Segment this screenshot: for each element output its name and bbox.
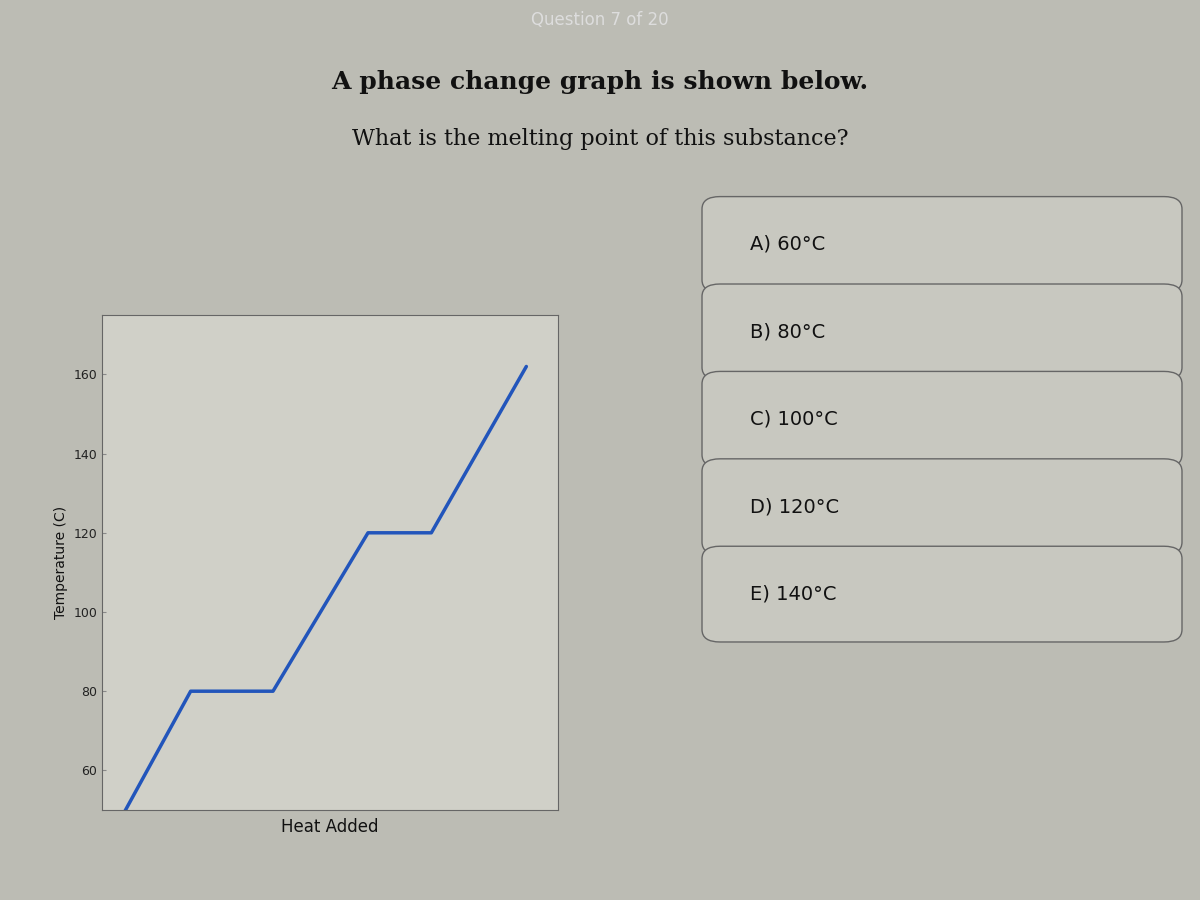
Text: D) 120°C: D) 120°C [750,497,839,517]
Text: E) 140°C: E) 140°C [750,585,836,604]
Text: B) 80°C: B) 80°C [750,322,826,341]
FancyBboxPatch shape [702,459,1182,554]
Text: A phase change graph is shown below.: A phase change graph is shown below. [331,69,869,94]
Text: What is the melting point of this substance?: What is the melting point of this substa… [352,128,848,150]
Text: C) 100°C: C) 100°C [750,410,838,428]
FancyBboxPatch shape [702,546,1182,642]
X-axis label: Heat Added: Heat Added [281,818,379,836]
Y-axis label: Temperature (C): Temperature (C) [54,506,67,619]
FancyBboxPatch shape [702,196,1182,292]
Text: Question 7 of 20: Question 7 of 20 [532,11,668,29]
FancyBboxPatch shape [702,372,1182,467]
FancyBboxPatch shape [702,284,1182,380]
Text: A) 60°C: A) 60°C [750,235,826,254]
